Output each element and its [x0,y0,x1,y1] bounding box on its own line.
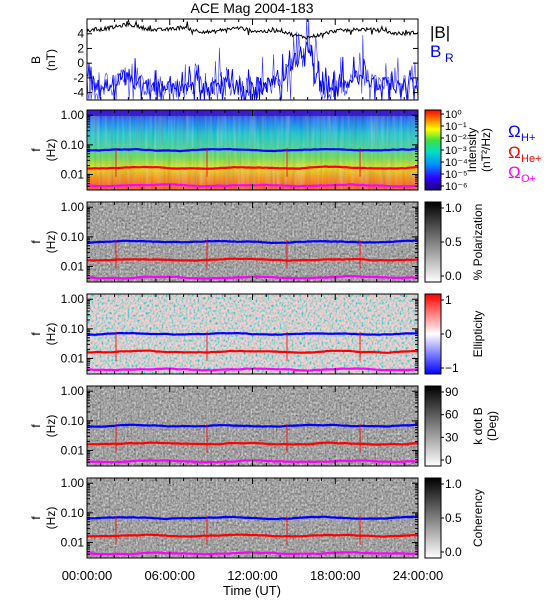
axis-label-f: f [29,240,43,244]
legend-b-r-sub: R [445,51,454,65]
x-tick-label: 18:00:00 [310,568,361,583]
y-tick-label: 0.10 [61,230,85,244]
colorbar-tick-label: 10⁻⁵ [445,169,468,181]
colorbar-tick-label: 10⁻¹ [445,121,467,133]
legend-b-total: |B| [430,23,450,42]
gyrofreq-line-he-plus [86,441,419,446]
colorbar-tick-label: 0 [445,327,452,341]
colorbar-tick-label: 30 [445,430,459,444]
axis-label-f: f [29,516,43,520]
colorbar-tick-label: 10⁰ [445,109,462,121]
legend-b-r: B [430,42,441,61]
colorbar-label-coherency: Coherency [471,489,485,547]
colorbar-tick-label: 1 [445,293,452,307]
y-tick-label: 0 [77,56,84,70]
x-tick-label: 06:00:00 [144,568,195,583]
y-tick-label: 1.00 [61,108,85,122]
colorbar-tick-label: 1.0 [445,201,462,215]
y-tick-label: 0.01 [61,260,85,274]
axis-unit-f: (Hz) [44,415,58,438]
gyrofreq-line-h-plus [87,331,419,336]
gyrofreq-line-h-plus [86,239,419,244]
colorbar-tick-label: 10⁻⁶ [445,181,468,193]
y-tick-label: 0.01 [61,352,85,366]
y-tick-label: 1.00 [61,292,85,306]
colorbar-label-ellipticity: Ellipticity [471,311,485,358]
colorbar-label-intensity: Intensity [465,128,479,173]
panel-polarization [86,201,419,283]
series-line-b-r [86,41,419,102]
y-tick-label: 0.01 [61,444,85,458]
colorbar-tick-label: 0.0 [445,269,462,283]
axis-unit-f: (Hz) [44,323,58,346]
panel-k-dot-b [86,385,419,467]
gyrofreq-line-h-plus [86,147,418,153]
series-line-b-total [86,19,419,40]
x-tick-label: 12:00:00 [227,568,278,583]
y-tick-label: 0.10 [61,138,85,152]
gyrofreq-line-he-plus [87,165,418,170]
axis-unit-f: (Hz) [44,507,58,530]
y-tick-label: 1.00 [61,476,85,490]
x-tick-label: 00:00:00 [62,568,113,583]
legend-omega-sub-o-plus: O+ [521,173,536,185]
colorbar-coherency [424,477,442,559]
colorbar-tick-label: −1 [445,361,459,375]
x-axis-label: Time (UT) [223,583,281,598]
y-tick-label: 0.10 [61,414,85,428]
colorbar-ellipticity [424,293,442,375]
y-tick-label: 0.01 [61,536,85,550]
legend-omega-he-plus: Ω [508,143,521,162]
colorbar-tick-label: 0.5 [445,511,462,525]
y-tick-label: 2 [77,41,84,55]
y-tick-label: 1.00 [61,384,85,398]
axis-label-f: f [29,332,43,336]
legend-omega-o-plus: Ω [508,163,521,182]
legend-omega-h-plus: Ω [508,122,521,141]
colorbar-tick-label: 90 [445,385,459,399]
figure-title: ACE Mag 2004-183 [191,0,314,16]
colorbar-k-dot-b [424,385,442,467]
colorbar-tick-label: 0.5 [445,235,462,249]
panel-coherency [86,477,419,559]
y-tick-label: -4 [73,86,84,100]
colorbar-tick-label: 0.0 [445,545,462,559]
colorbar-tick-label: 10⁻³ [445,145,467,157]
gyrofreq-line-h-plus [86,515,419,521]
axis-unit-f: (Hz) [44,139,58,162]
colorbar-tick-label: 10⁻⁴ [445,157,468,169]
panel-field-bg [87,19,418,100]
panel-ellipticity [86,293,419,375]
colorbar-tick-label: 60 [445,408,459,422]
y-tick-label: 0.10 [61,322,85,336]
axis-label-b: B [29,56,43,64]
axis-unit-b: (nT) [44,49,58,71]
colorbar-label-polarization: % Polarization [471,204,485,281]
legend-omega-sub-he-plus: He+ [521,153,542,165]
axis-unit-f: (Hz) [44,231,58,254]
colorbar-tick-label: 1.0 [445,477,462,491]
y-tick-label: -2 [73,71,84,85]
colorbar-intensity [424,109,442,191]
y-tick-label: 1.00 [61,200,85,214]
legend-omega-sub-h-plus: H+ [521,132,535,144]
axis-label-f: f [29,148,43,152]
colorbar-label-k-dot-b: k dot B [471,407,485,444]
colorbar-unit-k-dot-b: (Deg) [485,411,499,441]
axis-label-f: f [29,424,43,428]
colorbar-polarization [424,201,442,283]
y-tick-label: 0.01 [61,168,85,182]
panel-intensity [86,109,419,191]
gyrofreq-line-he-plus [87,533,418,538]
gyrofreq-line-he-plus [86,349,418,354]
x-tick-label: 24:00:00 [393,568,444,583]
colorbar-tick-label: 10⁻² [445,133,467,145]
gyrofreq-line-he-plus [87,257,419,262]
gyrofreq-line-h-plus [86,423,419,428]
colorbar-unit-intensity: (nT²/Hz) [479,128,493,172]
colorbar-tick-label: 0 [445,453,452,467]
y-tick-label: 0.10 [61,506,85,520]
y-tick-label: 4 [77,27,84,41]
